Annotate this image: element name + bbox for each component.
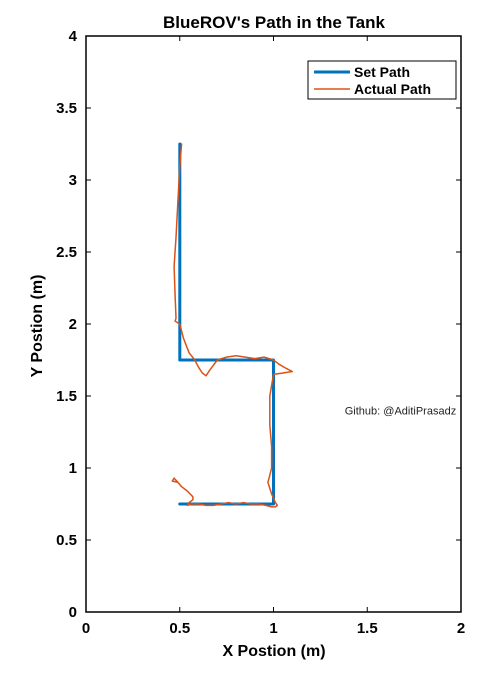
- y-tick-label: 2.5: [56, 244, 77, 261]
- x-tick-label: 0.5: [169, 620, 190, 637]
- data-series: [171, 142, 294, 508]
- x-tick-label: 1: [269, 620, 277, 637]
- y-tick-label: 4: [69, 28, 78, 45]
- y-axis-label: Y Postion (m): [29, 275, 46, 378]
- series-line-set-path: [178, 142, 275, 506]
- x-tick-labels: 0 0.5 1 1.5 2: [82, 620, 465, 637]
- x-tick-label: 0: [82, 620, 90, 637]
- legend: Set Path Actual Path: [307, 60, 457, 100]
- axis-ticks: [85, 35, 462, 613]
- axes-frame: [85, 35, 462, 613]
- x-tick-label: 2: [457, 620, 465, 637]
- legend-label-set-path: Set Path: [354, 64, 410, 80]
- x-axis-label: X Postion (m): [222, 643, 325, 660]
- series-line-actual-path: [171, 143, 294, 508]
- y-tick-label: 3: [69, 172, 77, 189]
- chart-title: BlueROV's Path in the Tank: [163, 13, 385, 32]
- legend-box: [307, 60, 457, 100]
- github-watermark: Github: @AditiPrasadz: [345, 406, 456, 418]
- y-tick-labels: 0 0.5 1 1.5 2 2.5 3 3.5 4: [56, 28, 78, 621]
- plot-area: [85, 35, 462, 613]
- y-tick-label: 1.5: [56, 388, 77, 405]
- y-tick-label: 0: [69, 604, 77, 621]
- y-tick-label: 1: [69, 460, 77, 477]
- y-tick-label: 3.5: [56, 100, 77, 117]
- y-tick-label: 0.5: [56, 532, 77, 549]
- legend-label-actual-path: Actual Path: [354, 81, 431, 97]
- x-tick-label: 1.5: [357, 620, 378, 637]
- y-tick-label: 2: [69, 316, 77, 333]
